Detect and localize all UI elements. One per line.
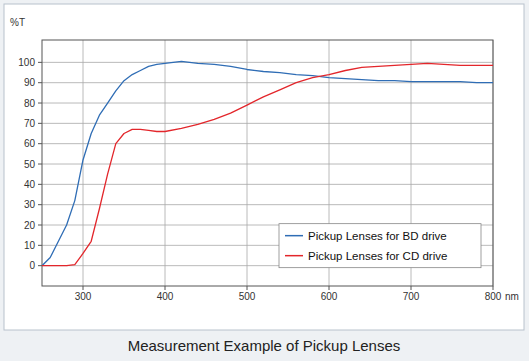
- tick-label: 50: [24, 159, 36, 170]
- tick: [38, 82, 42, 83]
- tick-label: 500: [239, 291, 256, 302]
- panel: [4, 4, 524, 330]
- tick: [38, 164, 42, 165]
- tick-label: 70: [24, 118, 36, 129]
- tick: [38, 204, 42, 205]
- grid-line: [42, 123, 493, 124]
- tick: [493, 286, 494, 290]
- legend-label: Pickup Lenses for BD drive: [308, 230, 447, 242]
- tick-label: 10: [24, 240, 36, 251]
- series-group: [42, 61, 493, 265]
- legend-swatch: [285, 255, 303, 257]
- tick-label: 60: [24, 138, 36, 149]
- grid-line: [42, 143, 493, 144]
- series-line: [42, 61, 493, 265]
- tick: [38, 143, 42, 144]
- tick: [38, 225, 42, 226]
- axes: 0 10 20 30 40 50 60 70 80 90 100 300 400 500 600 700 800: [18, 57, 501, 302]
- tick: [38, 62, 42, 63]
- grid-line: [165, 40, 166, 286]
- grid-line: [42, 204, 493, 205]
- legend: Pickup Lenses for BD drive Pickup Lenses …: [279, 224, 481, 268]
- tick-label: 800: [485, 291, 502, 302]
- tick: [38, 184, 42, 185]
- tick: [38, 245, 42, 246]
- tick-label: 400: [157, 291, 174, 302]
- tick-label: 80: [24, 98, 36, 109]
- grid-line: [42, 103, 493, 104]
- tick-label: 600: [321, 291, 338, 302]
- title: Measurement Example of Pickup Lenses: [128, 337, 401, 354]
- tick: [38, 123, 42, 124]
- grid-line: [42, 184, 493, 185]
- grid-line: [42, 62, 493, 63]
- grid: [42, 40, 493, 286]
- tick: [38, 265, 42, 266]
- tick-label: 30: [24, 199, 36, 210]
- tick-label: 40: [24, 179, 36, 190]
- y-axis-label: %T: [10, 17, 25, 28]
- tick: [411, 286, 412, 290]
- tick-label: 300: [75, 291, 92, 302]
- tick-label: 90: [24, 77, 36, 88]
- legend-box: [279, 224, 481, 268]
- series-line: [42, 63, 493, 265]
- legend-swatch: [285, 235, 303, 237]
- grid-line: [247, 40, 248, 286]
- tick-label: 20: [24, 220, 36, 231]
- tick: [83, 286, 84, 290]
- plot-frame: [42, 40, 493, 286]
- x-axis-label: nm: [505, 291, 519, 302]
- tick-label: 0: [29, 260, 35, 271]
- plot-area: [42, 40, 493, 286]
- tick: [329, 286, 330, 290]
- chart: 0 10 20 30 40 50 60 70 80 90 100 300 400 500 600 700 800…: [0, 0, 529, 361]
- tick: [165, 286, 166, 290]
- legend-label: Pickup Lenses for CD drive: [308, 250, 447, 262]
- tick-label: 700: [403, 291, 420, 302]
- tick: [38, 103, 42, 104]
- tick-label: 100: [18, 57, 35, 68]
- grid-line: [42, 82, 493, 83]
- tick: [247, 286, 248, 290]
